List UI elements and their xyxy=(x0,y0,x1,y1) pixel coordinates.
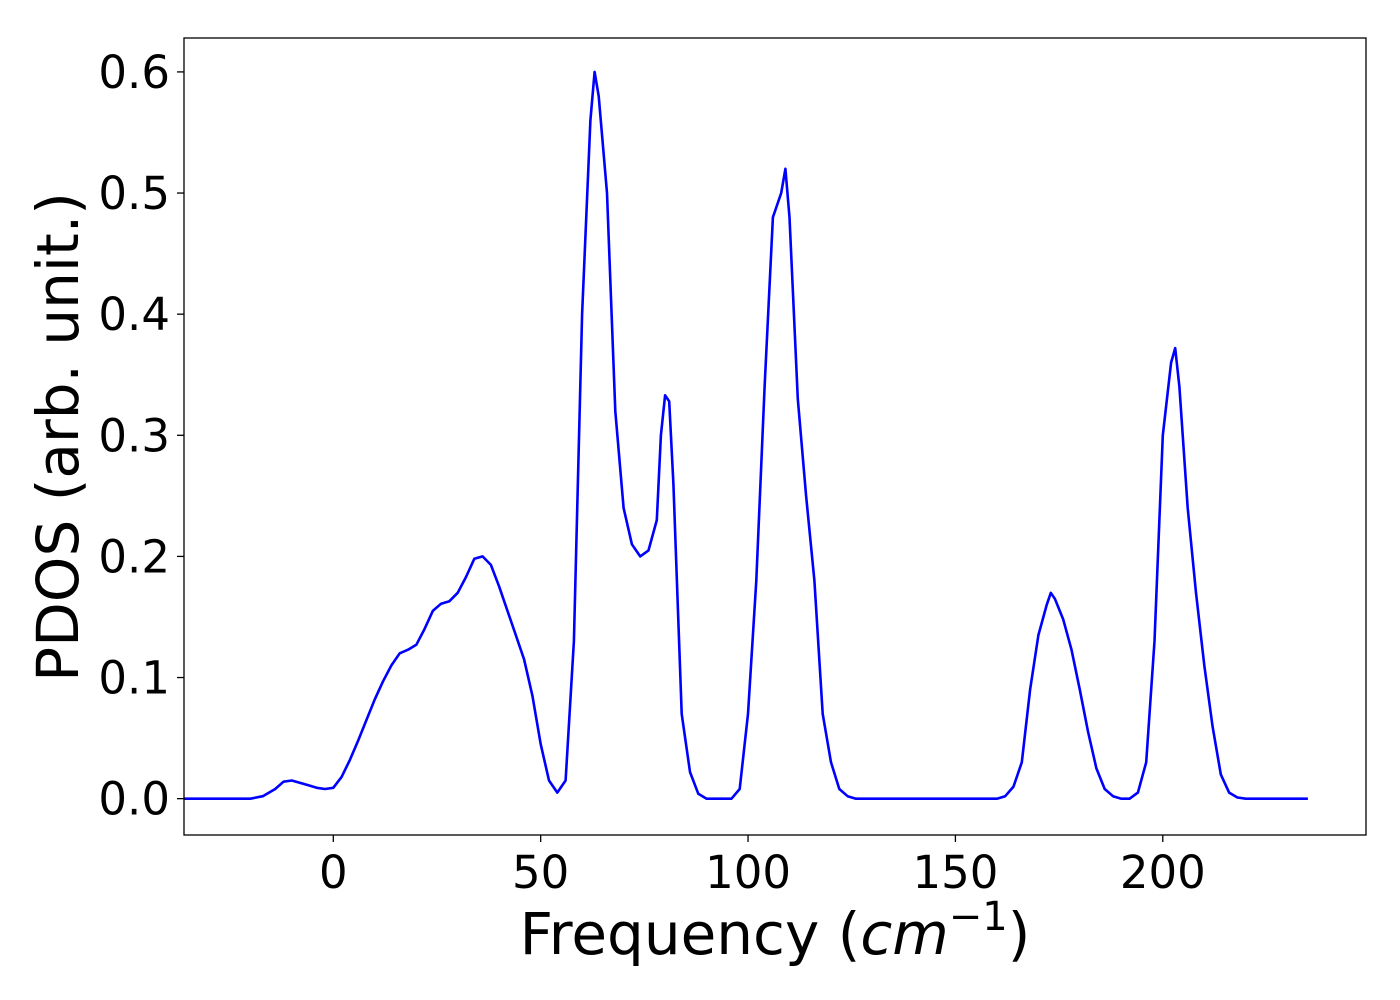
y-tick-label: 0.5 xyxy=(98,167,170,220)
y-tick-label: 0.0 xyxy=(98,773,170,826)
plot-area xyxy=(184,38,1366,835)
x-tick-label: 200 xyxy=(1120,846,1206,899)
pdos-series-line xyxy=(184,70,1308,800)
y-tick-label: 0.1 xyxy=(98,652,170,705)
series-layer xyxy=(184,70,1308,800)
x-axis-title-exponent: −1 xyxy=(949,894,1008,940)
x-axis-title-close: ) xyxy=(1008,900,1031,968)
x-tick-label: 150 xyxy=(912,846,998,899)
y-axis-title: PDOS (arb. unit.) xyxy=(24,192,92,682)
x-axis-title-unit: cm xyxy=(860,900,948,968)
x-tick-label: 0 xyxy=(319,846,348,899)
y-tick-label: 0.3 xyxy=(98,409,170,462)
x-axis-title-text: Frequency ( xyxy=(520,900,861,968)
y-tick-label: 0.6 xyxy=(98,46,170,99)
plot-frame xyxy=(183,37,1367,836)
y-axis-ticks: 0.0 0.1 0.2 0.3 0.4 0.5 0.6 xyxy=(98,46,184,826)
x-tick-label: 50 xyxy=(512,846,569,899)
x-axis-title: Frequency (cm−1) xyxy=(520,894,1031,968)
x-tick-label: 100 xyxy=(705,846,791,899)
y-tick-label: 0.2 xyxy=(98,530,170,583)
x-axis-ticks: 0 50 100 150 200 xyxy=(319,835,1206,899)
y-tick-label: 0.4 xyxy=(98,288,170,341)
